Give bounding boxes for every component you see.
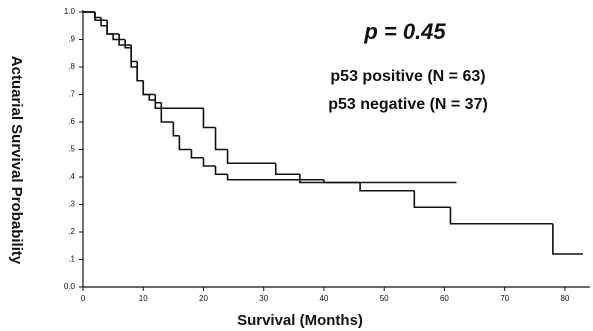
survival-step [154,94,162,104]
survival-step [160,108,174,123]
survival-step [106,20,120,35]
legend-entry: p53 positive (N = 63) [330,68,485,85]
x-tick-label: 60 [440,294,449,303]
survival-step [136,67,144,82]
survival-step [112,34,126,41]
survival-step [154,100,162,110]
survival-step [178,135,192,151]
y-tick-label: 0.0 [64,282,76,291]
survival-step [202,157,216,167]
y-tick-label: .3 [68,200,75,209]
survival-step [94,12,102,19]
survival-step [106,25,114,35]
legend-entry: p53 negative (N = 37) [328,96,488,113]
survival-step [118,34,132,46]
survival-step [214,127,228,151]
survival-step [130,47,138,68]
y-tick-label: .9 [68,35,75,44]
x-tick-label: 20 [199,294,208,303]
x-tick-label: 40 [319,294,328,303]
survival-step [160,102,204,110]
y-axis-label: Actuarial Survival Probability [8,56,25,265]
y-tick-label: 1.0 [64,7,76,16]
y-tick-label: .6 [68,117,75,126]
y-tick-label: .4 [68,172,75,181]
p-value: p = 0.45 [363,19,446,44]
y-tick-label: .8 [68,62,75,71]
survival-step [552,223,583,255]
survival-step [202,108,216,129]
survival-step [172,122,180,137]
survival-step [130,45,138,63]
survival-step [226,174,324,181]
survival-step [226,149,276,165]
y-tick-label: .2 [68,227,75,236]
survival-step [136,61,144,82]
survival-step [359,182,415,192]
x-tick-label: 10 [139,294,148,303]
survival-step [124,39,132,49]
y-tick-label: .5 [68,145,75,154]
survival-step [323,179,457,184]
survival-step [190,149,204,159]
x-tick-label: 30 [259,294,268,303]
survival-step [299,174,361,184]
y-tick-label: .1 [68,255,75,264]
x-tick-label: 70 [500,294,509,303]
survival-step [148,94,156,101]
survival-step [142,80,150,96]
y-tick-label: .7 [68,90,75,99]
survival-step [100,17,108,27]
survival-step [142,80,156,96]
survival-step [214,166,228,176]
x-axis-label: Survival (Months) [237,312,363,329]
x-tick-label: 50 [380,294,389,303]
survival-step [94,12,108,22]
x-tick-label: 0 [81,294,86,303]
survival-step [449,207,553,225]
x-tick-label: 80 [560,294,569,303]
survival-step [274,163,300,176]
survival-step [413,190,451,209]
